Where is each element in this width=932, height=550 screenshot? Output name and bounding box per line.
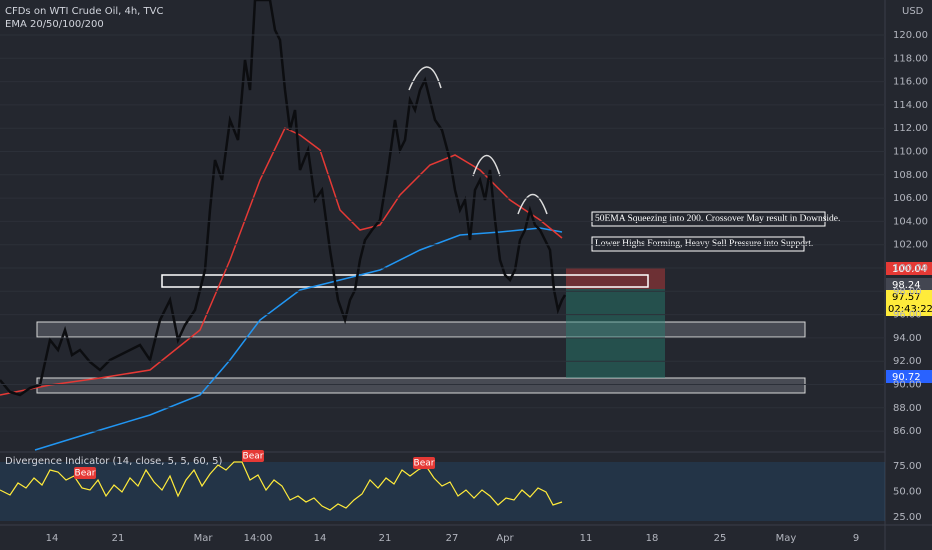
resistance-box [161,274,649,288]
annotation: Lower Highs Forming, Heavy Sell Pressure… [595,239,813,249]
price-tick: 100.00 [893,263,928,274]
ema-200 [34,227,563,451]
annotation: 50EMA Squeezing into 200. Crossover May … [595,214,840,224]
price-tag [886,278,932,291]
time-tick: 18 [646,533,659,544]
price-tick: 90.00 [893,380,922,391]
price-tag-text: 98.24 [892,280,921,291]
oscillator-tick: 50.00 [893,487,922,498]
time-tick: 14 [46,533,59,544]
price-tick: 94.00 [893,333,922,344]
time-tick: 9 [853,533,859,544]
stop-zone [566,268,665,289]
price-tag [886,290,932,316]
price-tick: 110.00 [893,147,928,158]
price-tag-text: 90.72 [892,372,921,383]
price-tick: 114.00 [893,100,928,111]
price-tick: 118.00 [893,53,928,64]
time-tick: 11 [580,533,593,544]
time-tick: 14:00 [244,533,273,544]
price-tick: 106.00 [893,193,928,204]
peak-arc [517,193,548,215]
price-tick: 92.00 [893,356,922,367]
oscillator-tick: 25.00 [893,512,922,523]
signal-text: Bear [243,452,264,462]
price-tick: 98.00 [893,286,922,297]
price-tag [886,262,932,275]
signal-text: Bear [75,469,96,479]
price-tick: 96.00 [893,310,922,321]
price-tick: 112.00 [893,123,928,134]
signal-text: Bear [414,459,435,469]
time-tick: 21 [112,533,125,544]
price-tick: 120.00 [893,30,928,41]
symbol-title: CFDs on WTI Crude Oil, 4h, TVC [5,6,163,17]
signal-tag [74,467,96,479]
indicator-list: EMA 20/50/100/200 [5,19,104,30]
oscillator-line [0,461,563,511]
price-tick: 88.00 [893,403,922,414]
time-tick: 21 [379,533,392,544]
price-tick: 102.00 [893,240,928,251]
price-tick: 108.00 [893,170,928,181]
support-zone [36,321,806,338]
price-tick: 86.00 [893,426,922,437]
time-tick: May [776,533,797,544]
signal-tag [413,457,435,469]
target-zone [566,289,665,378]
time-tick: 14 [314,533,327,544]
time-tick: 25 [714,533,727,544]
price-tag-text: 100.04 [892,264,927,275]
price-tick: 104.00 [893,216,928,227]
peak-arc [408,66,442,91]
price-path [0,0,567,397]
time-tick: Mar [194,533,214,544]
annotation-box [591,211,826,227]
oscillator-title: Divergence Indicator (14, close, 5, 5, 6… [5,456,223,467]
support-zone [36,377,806,394]
time-tick: 27 [446,533,459,544]
countdown: 02:43:22 [888,304,932,315]
peak-arc [472,155,501,177]
currency: USD [902,6,924,17]
signal-tag [242,450,264,462]
price-tag-text: 97.57 [892,292,921,303]
oscillator-band [0,462,885,521]
price-tick: 116.00 [893,77,928,88]
price-tag [886,370,932,383]
oscillator-tick: 75.00 [893,461,922,472]
time-tick: Apr [496,533,514,544]
annotation-box [591,236,805,252]
